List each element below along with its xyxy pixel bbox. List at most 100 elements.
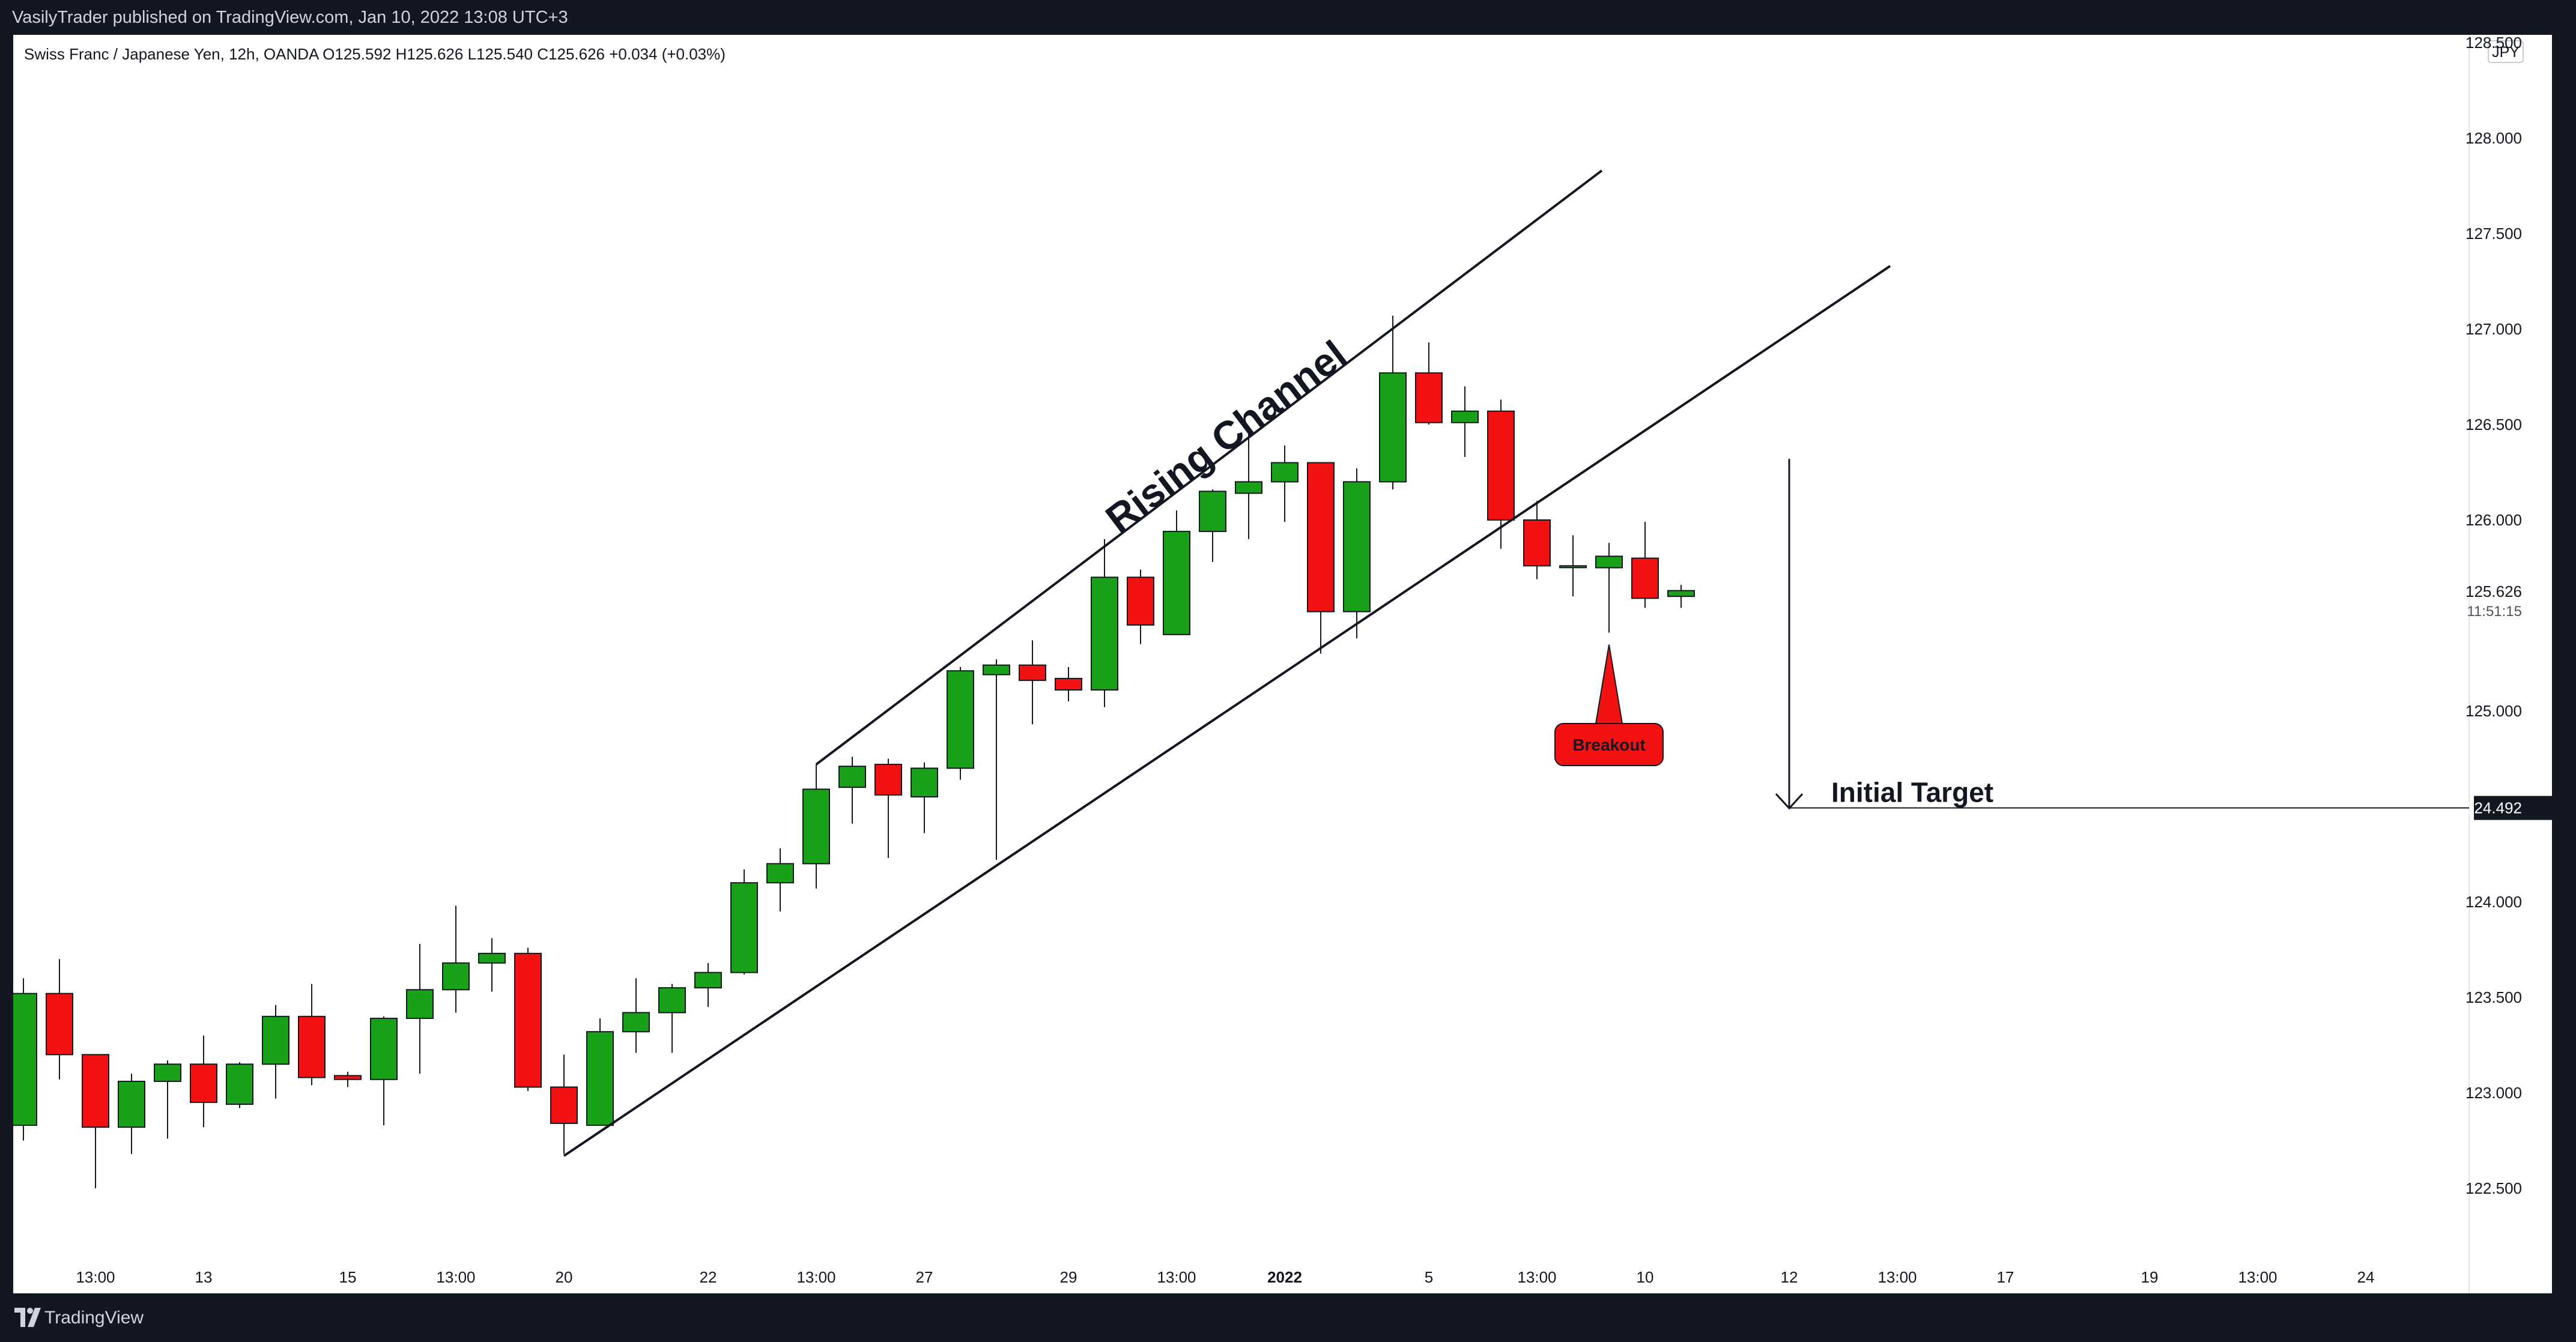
candle xyxy=(730,869,758,975)
candle-body xyxy=(550,1086,578,1124)
candle-body xyxy=(1451,410,1479,423)
candle xyxy=(1127,569,1154,644)
price-axis[interactable]: 128.500 128.000 127.500 127.000 126.500 126.0… xyxy=(2465,35,2552,1197)
candle xyxy=(983,659,1010,860)
time-tick-label: 13 xyxy=(195,1268,213,1286)
candle-body xyxy=(1019,664,1046,682)
target-price-tag-bg xyxy=(2474,796,2552,820)
candle xyxy=(1199,489,1226,562)
candle-body xyxy=(911,767,938,798)
candle-countdown: 11:51:15 xyxy=(2467,603,2522,620)
currency-badge-label: JPY xyxy=(2492,44,2520,61)
price-tick-label: 128.500 xyxy=(2465,35,2522,52)
candle xyxy=(1667,585,1695,608)
candle-body xyxy=(1487,410,1515,521)
channel-lower-line xyxy=(563,265,1891,1157)
candle-body xyxy=(262,1015,289,1065)
time-axis[interactable]: 13:00 13 15 13:00 20 22 13:00 27 29 13:00 2022 5 13:… xyxy=(76,1268,2374,1286)
candle-body xyxy=(334,1075,362,1080)
breakout-box xyxy=(1554,723,1664,766)
candle xyxy=(1019,640,1046,725)
candle xyxy=(1235,430,1262,539)
price-tick-label: 124.000 xyxy=(2465,893,2522,911)
candle xyxy=(1379,315,1407,490)
candle xyxy=(874,758,902,858)
candle xyxy=(1523,501,1551,579)
chart-legend: Swiss Franc / Japanese Yen, 12h, OANDA O… xyxy=(24,45,726,63)
candle-body xyxy=(622,1012,650,1033)
candle xyxy=(1055,666,1082,702)
time-tick-label: 10 xyxy=(1637,1268,1654,1286)
candle xyxy=(46,959,73,1080)
candle-body xyxy=(46,993,73,1056)
time-tick-label: 5 xyxy=(1425,1268,1433,1286)
time-tick-label: 13:00 xyxy=(1517,1268,1556,1286)
time-tick-label: 29 xyxy=(1060,1268,1077,1286)
candle xyxy=(838,757,866,824)
candle-body xyxy=(1595,555,1623,569)
candle xyxy=(82,1054,109,1188)
candle xyxy=(442,905,470,1013)
breakout-callout: Breakout xyxy=(1554,644,1664,766)
candle xyxy=(226,1062,253,1108)
candle-body xyxy=(82,1054,109,1128)
candle-body xyxy=(442,962,470,991)
price-chart[interactable]: Swiss Franc / Japanese Yen, 12h, OANDA O… xyxy=(13,35,2552,1293)
candle xyxy=(1307,462,1335,654)
candle xyxy=(1559,535,1587,597)
tradingview-logo-icon[interactable] xyxy=(13,1305,42,1329)
target-price-tag: 124.492 xyxy=(2465,796,2552,820)
candle-body xyxy=(1343,481,1371,612)
chart-panel[interactable]: Swiss Franc / Japanese Yen, 12h, OANDA O… xyxy=(13,35,2552,1293)
candle-body xyxy=(1379,372,1407,483)
currency-badge-frame xyxy=(2488,40,2524,63)
time-tick-label: 15 xyxy=(339,1268,357,1286)
channel-upper-line xyxy=(815,169,1603,766)
currency-badge[interactable]: JPY xyxy=(2488,40,2524,63)
time-tick-label: 13:00 xyxy=(1877,1268,1917,1286)
candle-body xyxy=(370,1017,398,1080)
publish-info: VasilyTrader published on TradingView.co… xyxy=(12,8,568,27)
target-layer: Initial Target xyxy=(1775,459,2469,810)
last-price-label: 125.626 xyxy=(2465,582,2522,600)
candle xyxy=(658,984,686,1053)
candle-body xyxy=(1235,481,1262,494)
initial-target-label: Initial Target xyxy=(1831,777,1993,808)
price-tick-label: 126.500 xyxy=(2465,416,2522,434)
candle xyxy=(802,764,830,889)
candle-body xyxy=(226,1063,253,1105)
candle-body xyxy=(766,863,794,884)
candle xyxy=(766,848,794,911)
time-tick-label: 13:00 xyxy=(796,1268,835,1286)
tradingview-brand[interactable]: TradingView xyxy=(44,1308,144,1328)
candle-body xyxy=(514,952,542,1088)
price-tick-label: 126.000 xyxy=(2465,511,2522,529)
price-tick-label: 122.500 xyxy=(2465,1179,2522,1197)
candle xyxy=(1343,468,1371,639)
candle xyxy=(1091,539,1118,707)
candle-body xyxy=(1127,576,1154,626)
candle xyxy=(370,1016,398,1126)
time-tick-label: 17 xyxy=(1997,1268,2014,1286)
time-tick-label: 22 xyxy=(700,1268,717,1286)
candle-body xyxy=(802,788,830,865)
target-price-tag-label: 124.492 xyxy=(2465,799,2522,817)
candle-body xyxy=(1631,557,1659,599)
candle-body xyxy=(730,882,758,973)
candle xyxy=(298,984,326,1086)
candle-body xyxy=(658,987,686,1014)
price-tick-label: 127.000 xyxy=(2465,320,2522,338)
candle xyxy=(406,943,434,1074)
candle xyxy=(1163,510,1190,635)
price-tick-label: 123.500 xyxy=(2465,988,2522,1006)
candle-body xyxy=(1271,462,1299,483)
candle xyxy=(1271,445,1299,522)
candle-body xyxy=(1307,462,1335,612)
candle-body xyxy=(838,766,866,788)
candle-body xyxy=(406,989,434,1019)
candle xyxy=(1595,543,1623,633)
candle xyxy=(1451,386,1479,458)
candle-body xyxy=(1055,677,1082,691)
candlestick-series xyxy=(13,315,1695,1188)
candle-body xyxy=(298,1015,326,1078)
